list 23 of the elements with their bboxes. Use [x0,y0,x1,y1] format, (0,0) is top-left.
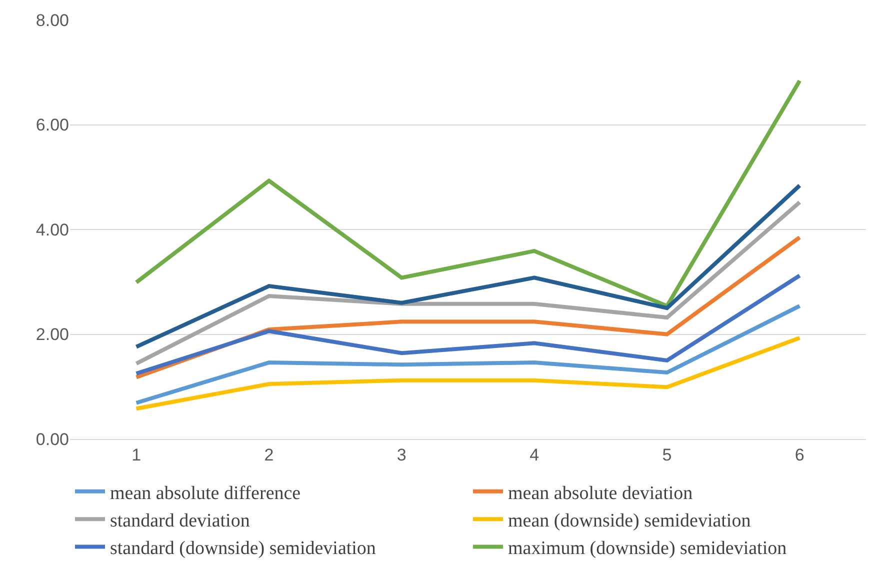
x-tick-label: 2 [264,445,274,464]
x-tick-label: 1 [132,445,142,464]
legend-label: mean absolute difference [110,482,301,504]
legend-label: mean (downside) semideviation [508,510,752,532]
legend-label: mean absolute deviation [508,482,694,504]
line-series [134,274,802,376]
line-series [134,336,802,411]
y-tick-label: 6.00 [36,116,69,135]
x-tick-label: 3 [396,445,406,464]
legend-label: maximum (downside) semideviation [508,538,788,560]
line-series [134,200,802,366]
line-series [134,184,802,349]
x-tick-label: 6 [794,445,804,464]
y-tick-label: 0.00 [36,430,69,449]
legend-label: standard (downside) semideviation [110,538,376,560]
line-series [134,304,802,405]
x-tick-label: 4 [530,445,540,464]
legend-label: standard deviation [110,510,250,532]
y-tick-label: 2.00 [36,325,69,344]
x-tick-label: 5 [662,445,672,464]
line-series [134,78,802,308]
y-tick-label: 4.00 [36,220,69,240]
y-tick-label: 8.00 [36,10,69,30]
